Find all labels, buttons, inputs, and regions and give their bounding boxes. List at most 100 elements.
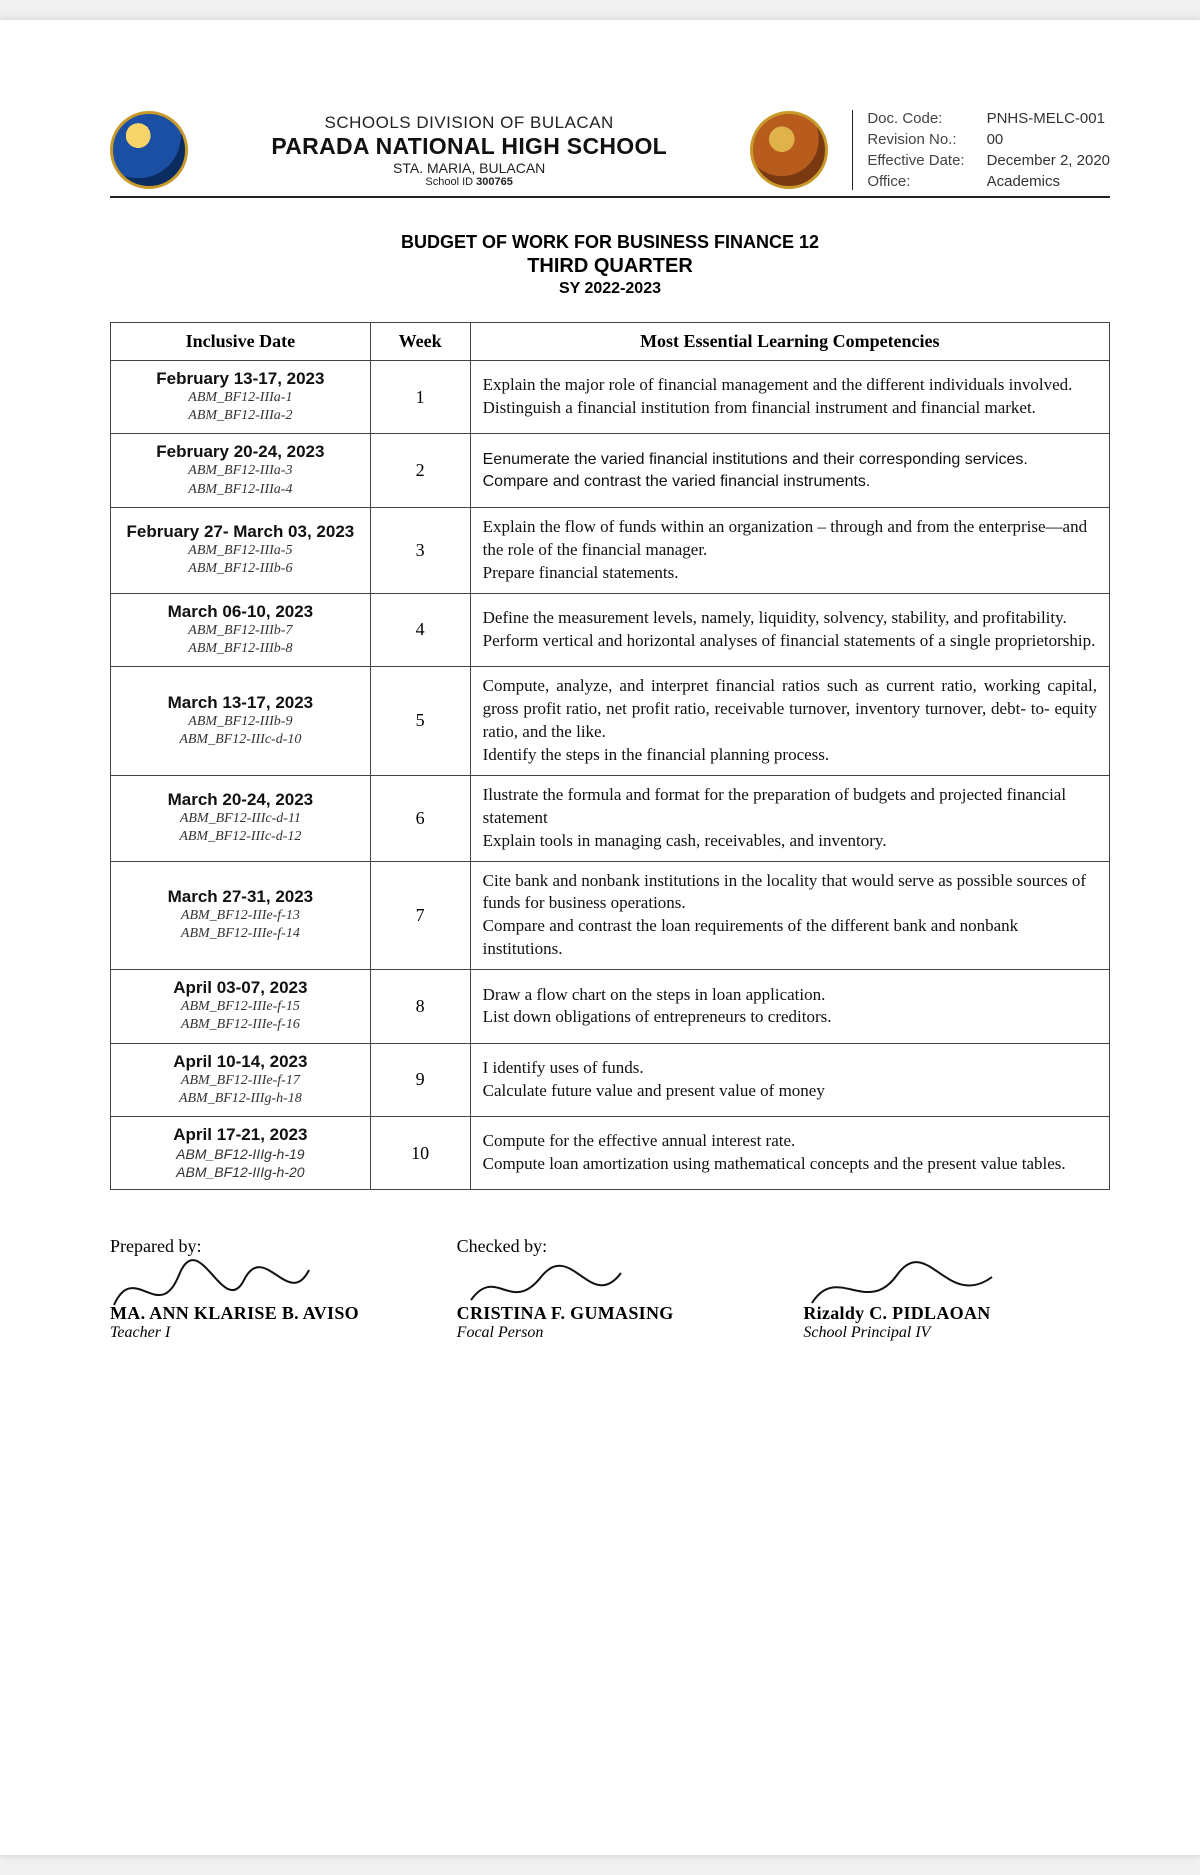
competency-code: ABM_BF12-IIIa-2 xyxy=(123,407,358,425)
competency-code: ABM_BF12-IIIb-9 xyxy=(123,713,358,731)
competency-code: ABM_BF12-IIIg-h-18 xyxy=(123,1090,358,1108)
competency-code: ABM_BF12-IIIb-8 xyxy=(123,640,358,658)
signatures-row: Prepared by: MA. ANN KLARISE B. AVISO Te… xyxy=(110,1236,1110,1342)
week-cell: 1 xyxy=(370,361,470,434)
title-line-2: THIRD QUARTER xyxy=(110,255,1110,278)
competency-cell: Explain the flow of funds within an orga… xyxy=(470,507,1109,593)
competency-code: ABM_BF12-IIIe-f-15 xyxy=(123,998,358,1016)
week-cell: 3 xyxy=(370,507,470,593)
doc-code-value: PNHS-MELC-001 xyxy=(987,110,1110,127)
competency-code: ABM_BF12-IIIg-h-20 xyxy=(123,1163,358,1181)
date-cell: April 17-21, 2023ABM_BF12-IIIg-h-19ABM_B… xyxy=(111,1117,371,1190)
date-main: April 10-14, 2023 xyxy=(123,1052,358,1072)
school-address: STA. MARIA, BULACAN xyxy=(206,160,732,176)
competency-code: ABM_BF12-IIIa-3 xyxy=(123,462,358,480)
competency-code: ABM_BF12-IIIe-f-16 xyxy=(123,1016,358,1034)
competency-code: ABM_BF12-IIIb-6 xyxy=(123,560,358,578)
date-cell: February 27- March 03, 2023ABM_BF12-IIIa… xyxy=(111,507,371,593)
deped-logo-icon xyxy=(110,111,188,189)
competency-code: ABM_BF12-IIIc-d-12 xyxy=(123,828,358,846)
checked-by-label: Checked by: xyxy=(457,1236,764,1257)
sig-checked: Checked by: CRISTINA F. GUMASING Focal P… xyxy=(457,1236,764,1342)
competency-cell: Explain the major role of financial mana… xyxy=(470,361,1109,434)
competency-code: ABM_BF12-IIIg-h-19 xyxy=(123,1145,358,1163)
school-name: PARADA NATIONAL HIGH SCHOOL xyxy=(206,133,732,160)
date-main: April 17-21, 2023 xyxy=(123,1125,358,1145)
table-row: February 20-24, 2023ABM_BF12-IIIa-3ABM_B… xyxy=(111,434,1110,507)
table-row: April 10-14, 2023ABM_BF12-IIIe-f-17ABM_B… xyxy=(111,1043,1110,1116)
col-header-date: Inclusive Date xyxy=(111,323,371,361)
budget-table: Inclusive Date Week Most Essential Learn… xyxy=(110,322,1110,1190)
title-line-3: SY 2022-2023 xyxy=(110,280,1110,298)
competency-cell: Define the measurement levels, namely, l… xyxy=(470,593,1109,666)
table-row: March 06-10, 2023ABM_BF12-IIIb-7ABM_BF12… xyxy=(111,593,1110,666)
date-main: February 13-17, 2023 xyxy=(123,369,358,389)
table-row: April 17-21, 2023ABM_BF12-IIIg-h-19ABM_B… xyxy=(111,1117,1110,1190)
date-main: February 27- March 03, 2023 xyxy=(123,522,358,542)
table-row: February 27- March 03, 2023ABM_BF12-IIIa… xyxy=(111,507,1110,593)
letterhead: SCHOOLS DIVISION OF BULACAN PARADA NATIO… xyxy=(110,110,1110,198)
school-seal-icon xyxy=(750,111,828,189)
revision-label: Revision No.: xyxy=(867,131,964,148)
competency-code: ABM_BF12-IIIa-4 xyxy=(123,481,358,499)
competency-code: ABM_BF12-IIIa-5 xyxy=(123,542,358,560)
week-cell: 10 xyxy=(370,1117,470,1190)
spacer xyxy=(803,1236,1110,1257)
date-main: March 20-24, 2023 xyxy=(123,790,358,810)
date-cell: February 20-24, 2023ABM_BF12-IIIa-3ABM_B… xyxy=(111,434,371,507)
date-main: March 27-31, 2023 xyxy=(123,887,358,907)
sig-role-0: Teacher I xyxy=(110,1324,417,1342)
week-cell: 7 xyxy=(370,861,470,970)
competency-cell: Cite bank and nonbank institutions in th… xyxy=(470,861,1109,970)
date-cell: March 13-17, 2023ABM_BF12-IIIb-9ABM_BF12… xyxy=(111,666,371,775)
competency-cell: Ilustrate the formula and format for the… xyxy=(470,775,1109,861)
table-row: March 27-31, 2023ABM_BF12-IIIe-f-13ABM_B… xyxy=(111,861,1110,970)
sig-principal: Rizaldy C. PIDLAOAN School Principal IV xyxy=(803,1236,1110,1342)
date-main: March 06-10, 2023 xyxy=(123,602,358,622)
col-header-competencies: Most Essential Learning Competencies xyxy=(470,323,1109,361)
competency-code: ABM_BF12-IIIa-1 xyxy=(123,389,358,407)
week-cell: 9 xyxy=(370,1043,470,1116)
date-cell: March 27-31, 2023ABM_BF12-IIIe-f-13ABM_B… xyxy=(111,861,371,970)
table-row: February 13-17, 2023ABM_BF12-IIIa-1ABM_B… xyxy=(111,361,1110,434)
division-name: SCHOOLS DIVISION OF BULACAN xyxy=(206,113,732,133)
week-cell: 5 xyxy=(370,666,470,775)
date-main: March 13-17, 2023 xyxy=(123,693,358,713)
table-header-row: Inclusive Date Week Most Essential Learn… xyxy=(111,323,1110,361)
date-cell: March 06-10, 2023ABM_BF12-IIIb-7ABM_BF12… xyxy=(111,593,371,666)
date-cell: April 03-07, 2023ABM_BF12-IIIe-f-15ABM_B… xyxy=(111,970,371,1043)
week-cell: 2 xyxy=(370,434,470,507)
competency-cell: Eenumerate the varied financial institut… xyxy=(470,434,1109,507)
competency-code: ABM_BF12-IIIe-f-13 xyxy=(123,907,358,925)
competency-code: ABM_BF12-IIIe-f-14 xyxy=(123,925,358,943)
revision-value: 00 xyxy=(987,131,1110,148)
competency-code: ABM_BF12-IIIc-d-11 xyxy=(123,810,358,828)
date-cell: February 13-17, 2023ABM_BF12-IIIa-1ABM_B… xyxy=(111,361,371,434)
sig-role-1: Focal Person xyxy=(457,1324,764,1342)
table-row: March 20-24, 2023ABM_BF12-IIIc-d-11ABM_B… xyxy=(111,775,1110,861)
school-block: SCHOOLS DIVISION OF BULACAN PARADA NATIO… xyxy=(206,113,732,188)
date-main: February 20-24, 2023 xyxy=(123,442,358,462)
competency-cell: Draw a flow chart on the steps in loan a… xyxy=(470,970,1109,1043)
competency-cell: Compute for the effective annual interes… xyxy=(470,1117,1109,1190)
document-page: SCHOOLS DIVISION OF BULACAN PARADA NATIO… xyxy=(0,20,1200,1855)
table-row: April 03-07, 2023ABM_BF12-IIIe-f-15ABM_B… xyxy=(111,970,1110,1043)
competency-code: ABM_BF12-IIIc-d-10 xyxy=(123,731,358,749)
sig-prepared: Prepared by: MA. ANN KLARISE B. AVISO Te… xyxy=(110,1236,417,1342)
office-value: Academics xyxy=(987,173,1110,190)
sig-role-2: School Principal IV xyxy=(803,1324,1110,1342)
competency-code: ABM_BF12-IIIe-f-17 xyxy=(123,1072,358,1090)
week-cell: 4 xyxy=(370,593,470,666)
doc-meta: Doc. Code: PNHS-MELC-001 Revision No.: 0… xyxy=(852,110,1110,190)
date-cell: April 10-14, 2023ABM_BF12-IIIe-f-17ABM_B… xyxy=(111,1043,371,1116)
competency-cell: I identify uses of funds.Calculate futur… xyxy=(470,1043,1109,1116)
col-header-week: Week xyxy=(370,323,470,361)
document-title: BUDGET OF WORK FOR BUSINESS FINANCE 12 T… xyxy=(110,232,1110,298)
school-id: School ID 300765 xyxy=(206,176,732,188)
competency-code: ABM_BF12-IIIb-7 xyxy=(123,622,358,640)
prepared-by-label: Prepared by: xyxy=(110,1236,417,1257)
week-cell: 6 xyxy=(370,775,470,861)
date-main: April 03-07, 2023 xyxy=(123,978,358,998)
title-line-1: BUDGET OF WORK FOR BUSINESS FINANCE 12 xyxy=(110,232,1110,253)
office-label: Office: xyxy=(867,173,964,190)
